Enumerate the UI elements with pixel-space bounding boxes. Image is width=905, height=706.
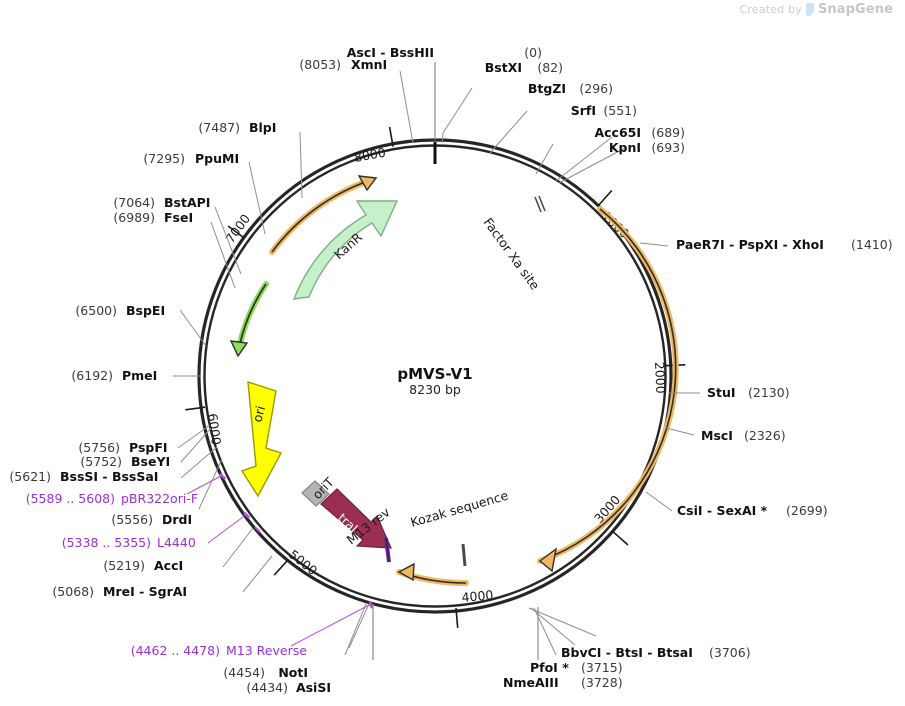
enzyme-pos: (5219) — [103, 558, 145, 573]
primer-feature-ticks — [218, 472, 374, 609]
enzyme-labels-bottom-left: NotI (4454) AsiSI (4434) — [223, 665, 331, 695]
enzyme-labels-left: (8053) XmnI (7487) BlpI (7295) PpuMI (70… — [9, 57, 387, 599]
enzyme-labels-bottom-right: BbvCI - BtsI - BtsaI (3706) PfoI * (3715… — [503, 645, 751, 690]
feature-label-kozak: Kozak sequence — [409, 488, 510, 530]
enzyme-pos: (2326) — [744, 428, 786, 443]
enzyme-name: PaeR7I - PspXI - XhoI — [676, 237, 824, 252]
enzyme-name: PfoI * — [530, 660, 569, 675]
enzyme-pos: (0) — [524, 45, 542, 60]
feature-factor-xa-site[interactable]: Factor Xa site — [481, 195, 546, 293]
enzyme-leaders-right — [639, 242, 700, 512]
feature-traj[interactable]: traJ — [320, 488, 392, 549]
enzyme-name: BspEI — [126, 303, 165, 318]
enzyme-pos: (7487) — [198, 120, 240, 135]
enzyme-name: BseYI — [131, 454, 170, 469]
enzyme-pos: (6500) — [75, 303, 117, 318]
ruler-tick-label: 8000 — [353, 145, 387, 165]
enzyme-name: AccI — [154, 558, 183, 573]
enzyme-name: StuI — [707, 385, 736, 400]
enzyme-leaders-bottom-left — [344, 603, 374, 660]
enzyme-name: AscI - BssHII — [347, 45, 434, 60]
enzyme-leaders-top — [434, 62, 626, 184]
feature-range: (5589 .. 5608) — [26, 491, 115, 506]
feature-label: L4440 — [157, 535, 196, 550]
enzyme-labels-right: PaeR7I - PspXI - XhoI (1410) StuI (2130)… — [676, 237, 893, 518]
enzyme-name: BtgZI — [528, 81, 566, 96]
green-region-arc — [229, 281, 269, 358]
enzyme-pos: (551) — [603, 103, 637, 118]
watermark-brand: SnapGene — [817, 2, 893, 17]
enzyme-pos: (82) — [537, 60, 563, 75]
enzyme-name: MscI — [701, 428, 733, 443]
orange-region-arcs — [269, 175, 679, 587]
enzyme-name: Acc65I — [594, 125, 641, 140]
enzyme-name: KpnI — [609, 140, 641, 155]
enzyme-name: FseI — [164, 210, 193, 225]
enzyme-name: PspFI — [129, 440, 168, 455]
feature-kozak[interactable]: Kozak sequence — [409, 488, 510, 567]
enzyme-name: BbvCI - BtsI - BtsaI — [561, 645, 693, 660]
enzyme-name: DrdI — [162, 512, 192, 527]
watermark-prefix: Created by — [739, 3, 802, 16]
enzyme-pos: (693) — [651, 140, 685, 155]
enzyme-pos: (6989) — [113, 210, 155, 225]
enzyme-leaders-bottom-right — [528, 607, 597, 660]
ruler-tick-label: 4000 — [461, 587, 494, 605]
enzyme-pos: (689) — [651, 125, 685, 140]
enzyme-name: SrfI — [571, 103, 596, 118]
feature-label-ori: ori — [249, 404, 268, 424]
snapgene-logo-icon — [805, 3, 814, 16]
feature-label: pBR322ori-F — [121, 491, 198, 506]
enzyme-pos: (6192) — [71, 368, 113, 383]
feature-label: M13 Reverse — [226, 643, 307, 658]
enzyme-name: NotI — [278, 665, 308, 680]
enzyme-pos: (7295) — [143, 151, 185, 166]
enzyme-name: XmnI — [351, 57, 387, 72]
enzyme-name: PpuMI — [195, 151, 239, 166]
snapgene-watermark: Created by SnapGene — [739, 2, 893, 17]
enzyme-pos: (2699) — [786, 503, 828, 518]
enzyme-name: BlpI — [249, 120, 276, 135]
plasmid-size: 8230 bp — [409, 382, 461, 397]
enzyme-pos: (5621) — [9, 469, 51, 484]
feature-ori[interactable]: ori — [240, 381, 283, 498]
enzyme-name: BssSI - BssSaI — [60, 469, 158, 484]
enzyme-pos: (5068) — [52, 584, 94, 599]
enzyme-name: MreI - SgrAI — [103, 584, 187, 599]
enzyme-pos: (3715) — [581, 660, 623, 675]
enzyme-pos: (7064) — [113, 195, 155, 210]
enzyme-labels-top: AscI - BssHII (0) BstXI (82) BtgZI (296)… — [347, 45, 685, 155]
enzyme-name: BstAPI — [164, 195, 210, 210]
plasmid-name: pMVS-V1 — [397, 365, 472, 383]
enzyme-pos: (4434) — [246, 680, 288, 695]
enzyme-name: PmeI — [122, 368, 157, 383]
feature-label-factor-xa: Factor Xa site — [481, 215, 543, 293]
ruler-tick-label: 2000 — [652, 361, 668, 393]
enzyme-pos: (3728) — [581, 675, 623, 690]
enzyme-pos: (2130) — [748, 385, 790, 400]
feature-range: (5338 .. 5355) — [62, 535, 151, 550]
ruler-tick-label: 6000 — [205, 412, 224, 446]
enzyme-pos: (296) — [579, 81, 613, 96]
feature-orit[interactable]: oriT — [301, 474, 337, 507]
enzyme-pos: (5752) — [80, 454, 122, 469]
enzyme-pos: (5756) — [78, 440, 120, 455]
enzyme-pos: (5556) — [111, 512, 153, 527]
enzyme-name: BstXI — [485, 60, 522, 75]
enzyme-leaders-left — [173, 70, 414, 647]
enzyme-name: CsiI - SexAI * — [677, 503, 768, 518]
enzyme-name: AsiSI — [296, 680, 331, 695]
enzyme-pos: (3706) — [709, 645, 751, 660]
annotated-feature-labels: (5589 .. 5608) pBR322ori-F (5338 .. 5355… — [26, 491, 307, 658]
feature-range: (4462 .. 4478) — [131, 643, 220, 658]
enzyme-name: NmeAIII — [503, 675, 559, 690]
enzyme-pos: (4454) — [223, 665, 265, 680]
enzyme-pos: (1410) — [851, 237, 893, 252]
plasmid-title-block: pMVS-V1 8230 bp — [397, 365, 472, 397]
enzyme-pos: (8053) — [299, 57, 341, 72]
